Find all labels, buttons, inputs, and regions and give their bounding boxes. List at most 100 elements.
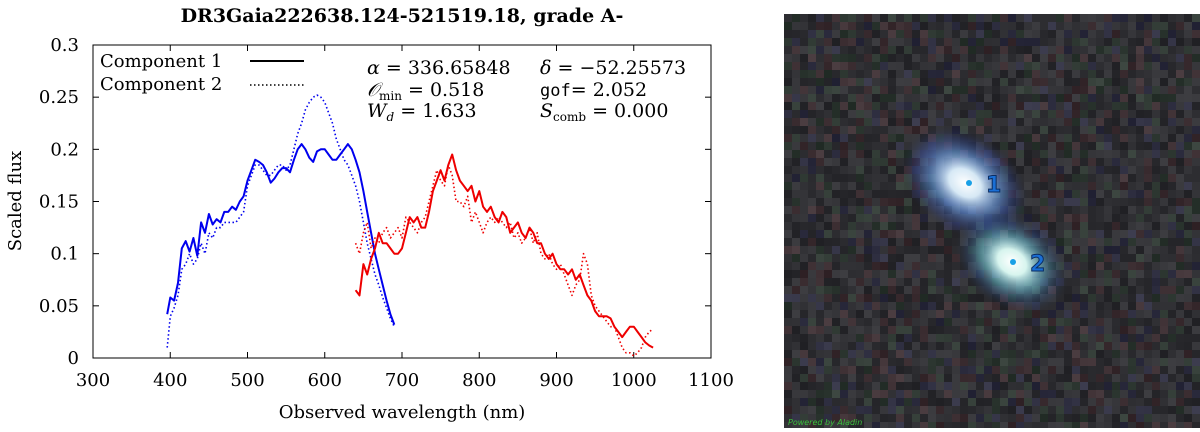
sky-pixel — [864, 118, 872, 126]
sky-pixel — [976, 318, 984, 326]
sky-pixel — [968, 14, 976, 22]
sky-pixel — [824, 198, 832, 206]
sky-pixel — [920, 358, 928, 366]
sky-pixel — [784, 270, 792, 278]
sky-pixel — [848, 78, 856, 86]
sky-pixel — [1160, 302, 1168, 310]
sky-pixel — [976, 54, 984, 62]
sky-pixel — [896, 54, 904, 62]
sky-pixel — [1160, 334, 1168, 342]
sky-pixel — [984, 118, 992, 126]
sky-pixel — [904, 110, 912, 118]
sky-pixel — [864, 198, 872, 206]
sky-pixel — [1088, 326, 1096, 334]
sky-pixel — [1088, 22, 1096, 30]
sky-pixel — [1168, 198, 1176, 206]
sky-pixel — [808, 62, 816, 70]
sky-pixel — [1176, 158, 1184, 166]
sky-pixel — [1184, 342, 1192, 350]
sky-pixel — [864, 190, 872, 198]
source-1-marker[interactable] — [966, 180, 972, 186]
sky-pixel — [1088, 62, 1096, 70]
sky-pixel — [1016, 326, 1024, 334]
sky-pixel — [896, 302, 904, 310]
sky-pixel — [1056, 166, 1064, 174]
sky-pixel — [1096, 374, 1104, 382]
sky-pixel — [784, 326, 792, 334]
sky-pixel — [1136, 38, 1144, 46]
sky-pixel — [1040, 126, 1048, 134]
sky-pixel — [1080, 38, 1088, 46]
sky-pixel — [1144, 174, 1152, 182]
sky-pixel — [1096, 166, 1104, 174]
sky-pixel — [1040, 198, 1048, 206]
sky-pixel — [848, 414, 856, 422]
sky-pixel — [1040, 382, 1048, 390]
sky-pixel — [1080, 270, 1088, 278]
sky-pixel — [952, 270, 960, 278]
sky-pixel — [800, 22, 808, 30]
sky-pixel — [952, 86, 960, 94]
sky-pixel — [1000, 350, 1008, 358]
sky-pixel — [952, 294, 960, 302]
sky-pixel — [1040, 110, 1048, 118]
sky-pixel — [1048, 334, 1056, 342]
sky-pixel — [968, 406, 976, 414]
sky-pixel — [1048, 382, 1056, 390]
sky-pixel — [1080, 54, 1088, 62]
sky-pixel — [1096, 302, 1104, 310]
source-2-marker[interactable] — [1010, 259, 1016, 265]
sky-pixel — [1024, 94, 1032, 102]
sky-pixel — [1040, 70, 1048, 78]
sky-pixel — [992, 86, 1000, 94]
sky-pixel — [824, 222, 832, 230]
sky-pixel — [944, 54, 952, 62]
sky-pixel — [1144, 206, 1152, 214]
sky-pixel — [808, 94, 816, 102]
sky-pixel — [1096, 334, 1104, 342]
sky-pixel — [1016, 86, 1024, 94]
sky-pixel — [912, 278, 920, 286]
sky-pixel — [864, 174, 872, 182]
y-tick-label: 0.05 — [39, 296, 79, 317]
sky-pixel — [848, 22, 856, 30]
sky-pixel — [912, 110, 920, 118]
sky-pixel — [888, 22, 896, 30]
sky-pixel — [840, 302, 848, 310]
sky-pixel — [1024, 414, 1032, 422]
sky-pixel — [1056, 62, 1064, 70]
sky-pixel — [1040, 158, 1048, 166]
sky-pixel — [848, 174, 856, 182]
sky-pixel — [1128, 286, 1136, 294]
sky-pixel — [1168, 86, 1176, 94]
sky-pixel — [912, 414, 920, 422]
sky-pixel — [1104, 222, 1112, 230]
sky-pixel — [1112, 222, 1120, 230]
sky-pixel — [1032, 350, 1040, 358]
sky-pixel — [856, 342, 864, 350]
sky-pixel — [1016, 70, 1024, 78]
sky-pixel — [808, 158, 816, 166]
sky-pixel — [1032, 86, 1040, 94]
sky-pixel — [840, 286, 848, 294]
sky-pixel — [1192, 166, 1200, 174]
alpha-value: 336.65848 — [408, 57, 511, 79]
sky-pixel — [1168, 102, 1176, 110]
sky-pixel — [800, 38, 808, 46]
sky-pixel — [912, 222, 920, 230]
sky-pixel — [920, 94, 928, 102]
sky-pixel — [1040, 134, 1048, 142]
sky-pixel — [1072, 294, 1080, 302]
sky-pixel — [848, 86, 856, 94]
sky-pixel — [1136, 126, 1144, 134]
sky-pixel — [792, 70, 800, 78]
sky-pixel — [872, 294, 880, 302]
sky-pixel — [816, 198, 824, 206]
sky-pixel — [824, 334, 832, 342]
sky-pixel — [800, 142, 808, 150]
sky-pixel — [1104, 190, 1112, 198]
sky-pixel — [1144, 214, 1152, 222]
sky-pixel — [1104, 302, 1112, 310]
sky-pixel — [960, 374, 968, 382]
sky-pixel — [1056, 422, 1064, 428]
